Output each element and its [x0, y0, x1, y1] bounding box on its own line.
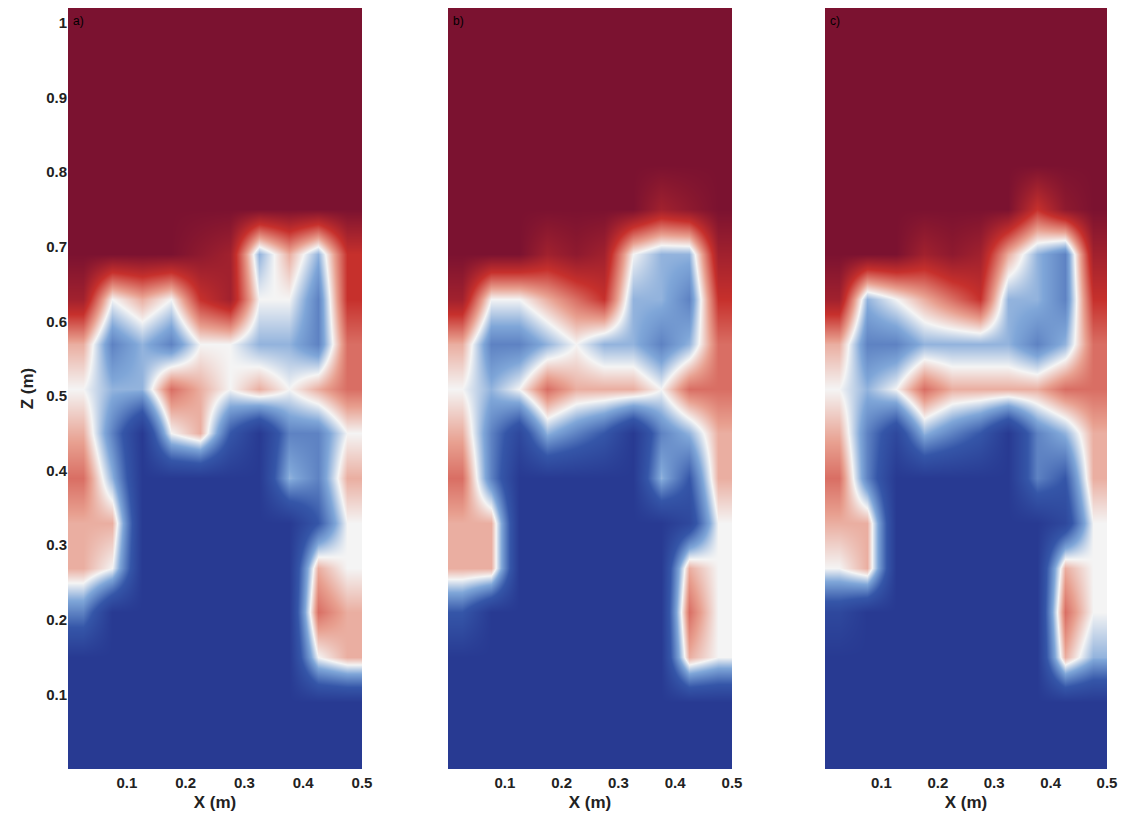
svg-text:0.3: 0.3 — [984, 774, 1005, 791]
svg-text:X (m): X (m) — [194, 793, 237, 812]
svg-text:0.5: 0.5 — [352, 774, 373, 791]
svg-text:0.4: 0.4 — [293, 774, 315, 791]
svg-text:0.7: 0.7 — [46, 238, 67, 255]
svg-text:0.1: 0.1 — [494, 774, 515, 791]
svg-text:1: 1 — [59, 14, 67, 31]
svg-text:0.1: 0.1 — [46, 686, 67, 703]
svg-text:Z (m): Z (m) — [18, 368, 37, 410]
svg-text:0.5: 0.5 — [722, 774, 743, 791]
svg-text:0.3: 0.3 — [46, 536, 67, 553]
svg-text:0.1: 0.1 — [116, 774, 137, 791]
svg-text:0.9: 0.9 — [46, 89, 67, 106]
svg-text:X (m): X (m) — [945, 793, 988, 812]
svg-text:0.2: 0.2 — [927, 774, 948, 791]
svg-text:0.4: 0.4 — [1040, 774, 1062, 791]
svg-text:0.5: 0.5 — [46, 387, 67, 404]
svg-text:0.2: 0.2 — [175, 774, 196, 791]
svg-text:0.2: 0.2 — [46, 611, 67, 628]
svg-text:a): a) — [73, 14, 84, 28]
svg-text:X (m): X (m) — [569, 793, 612, 812]
svg-text:c): c) — [830, 14, 840, 28]
svg-text:0.8: 0.8 — [46, 163, 67, 180]
svg-text:0.3: 0.3 — [234, 774, 255, 791]
svg-text:0.4: 0.4 — [46, 462, 68, 479]
svg-text:0.6: 0.6 — [46, 313, 67, 330]
svg-text:0.4: 0.4 — [665, 774, 687, 791]
svg-text:b): b) — [453, 14, 464, 28]
svg-text:0.2: 0.2 — [551, 774, 572, 791]
svg-text:0.3: 0.3 — [608, 774, 629, 791]
svg-text:0.5: 0.5 — [1097, 774, 1118, 791]
svg-text:0.1: 0.1 — [871, 774, 892, 791]
